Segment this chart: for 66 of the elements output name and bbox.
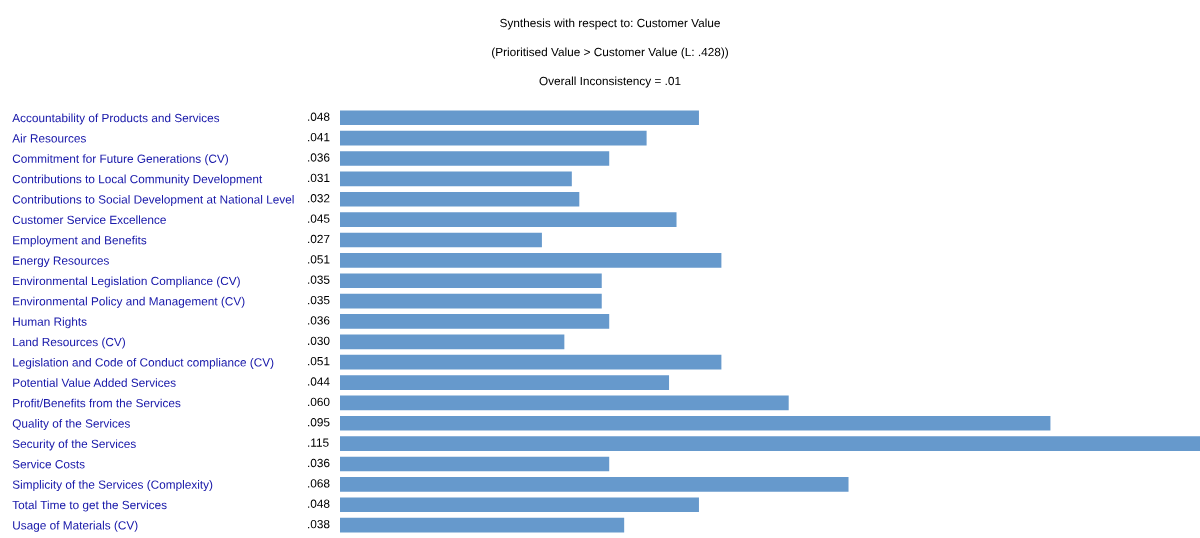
bar bbox=[340, 110, 699, 126]
bar bbox=[340, 415, 1051, 431]
bar bbox=[340, 395, 789, 411]
bar bbox=[340, 293, 602, 309]
bar bbox=[340, 191, 580, 207]
data-label: .115 bbox=[308, 438, 329, 447]
data-label: .038 bbox=[308, 519, 330, 529]
y-tick-label: Energy Resources bbox=[13, 256, 109, 268]
data-label: .035 bbox=[308, 295, 330, 305]
data-label: .041 bbox=[308, 132, 330, 142]
data-label: .051 bbox=[308, 255, 330, 264]
data-label: .036 bbox=[308, 153, 330, 162]
y-tick-label: Potential Value Added Services bbox=[13, 378, 176, 387]
bar bbox=[340, 212, 677, 227]
data-label: .030 bbox=[308, 336, 330, 345]
bar bbox=[340, 477, 849, 492]
y-tick-label: Customer Service Excellence bbox=[12, 215, 166, 225]
bar bbox=[340, 232, 542, 248]
data-label: .068 bbox=[308, 479, 330, 488]
y-tick-label: Contributions to Local Community Development bbox=[12, 174, 263, 186]
chart-title: Synthesis with respect to: Customer Value bbox=[500, 18, 720, 30]
bar bbox=[340, 436, 1200, 451]
bar bbox=[340, 171, 572, 187]
y-tick-label: Security of the Services bbox=[12, 439, 136, 451]
text: Overall Inconsistency = .01 bbox=[539, 76, 681, 88]
data-label: .048 bbox=[308, 112, 330, 121]
y-tick-label: Contributions to Social Development at National Level bbox=[12, 194, 294, 206]
data-label: .060 bbox=[308, 397, 330, 407]
y-tick-label: Commitment for Future Generations (CV) bbox=[12, 154, 228, 166]
y-tick-label: Legislation and Code of Conduct compliance (CV) bbox=[13, 357, 274, 369]
bar bbox=[340, 151, 610, 166]
data-label: .051 bbox=[308, 357, 330, 366]
y-tick-label: Total Time to get the Services bbox=[12, 500, 167, 512]
bar bbox=[340, 273, 602, 289]
bar bbox=[340, 354, 722, 370]
y-tick-label: Simplicity of the Services (Complexity) bbox=[12, 480, 213, 492]
bar bbox=[340, 130, 647, 146]
y-tick-label: Service Costs bbox=[12, 459, 85, 469]
y-tick-label: Land Resources (CV) bbox=[13, 337, 125, 349]
y-tick-label: Employment and Benefits bbox=[13, 235, 147, 247]
bar bbox=[340, 334, 565, 350]
bar bbox=[340, 375, 670, 390]
y-tick-label: Environmental Policy and Management (CV) bbox=[13, 296, 245, 308]
y-tick-label: Quality of the Services bbox=[12, 419, 130, 431]
bar bbox=[340, 497, 699, 513]
data-label: .036 bbox=[308, 458, 330, 468]
bar bbox=[340, 456, 610, 472]
data-label: .048 bbox=[308, 499, 330, 508]
chart-subtitle: (Prioritised Value > Customer Value (L: .428)) bbox=[492, 47, 728, 59]
data-label: .031 bbox=[308, 173, 330, 183]
bar bbox=[340, 314, 610, 329]
y-tick-label: Air Resources bbox=[12, 133, 86, 143]
data-label: .095 bbox=[308, 418, 330, 427]
bar bbox=[340, 517, 625, 533]
data-label: .036 bbox=[308, 316, 330, 325]
data-label: .044 bbox=[308, 377, 330, 386]
y-tick-label: Profit/Benefits from the Services bbox=[13, 398, 181, 408]
data-label: .035 bbox=[308, 275, 330, 284]
y-tick-label: Environmental Legislation Compliance (CV) bbox=[13, 276, 240, 288]
y-tick-label: Usage of Materials (CV) bbox=[13, 520, 138, 532]
data-label: .027 bbox=[308, 234, 330, 244]
data-label: .045 bbox=[308, 214, 330, 223]
y-tick-label: Accountability of Products and Services bbox=[12, 113, 220, 125]
y-tick-label: Human Rights bbox=[13, 317, 87, 329]
bar bbox=[340, 253, 722, 268]
data-label: .032 bbox=[308, 194, 330, 203]
